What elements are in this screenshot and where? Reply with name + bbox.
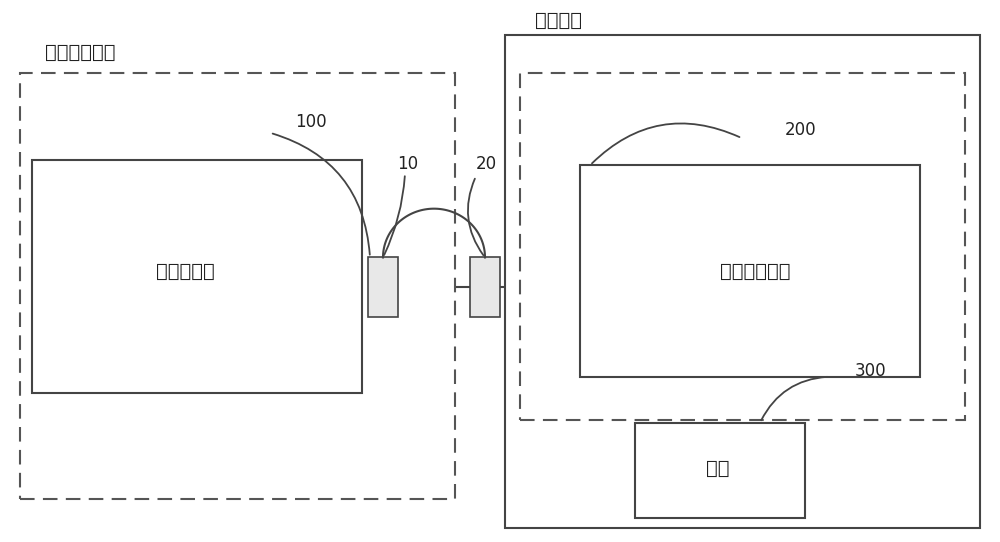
Text: 电子设备: 电子设备 — [535, 11, 582, 30]
FancyBboxPatch shape — [470, 257, 500, 317]
Text: 100: 100 — [295, 113, 327, 131]
Text: 电池充电装置: 电池充电装置 — [45, 43, 116, 62]
Text: 20: 20 — [476, 156, 497, 173]
Text: 电池: 电池 — [706, 459, 730, 479]
FancyBboxPatch shape — [580, 165, 920, 377]
FancyBboxPatch shape — [635, 423, 805, 518]
Text: 电源适配器: 电源适配器 — [156, 261, 214, 281]
Text: 300: 300 — [855, 362, 887, 380]
FancyBboxPatch shape — [505, 35, 980, 528]
FancyBboxPatch shape — [32, 160, 362, 393]
FancyBboxPatch shape — [20, 73, 455, 499]
FancyBboxPatch shape — [368, 257, 398, 317]
Text: 200: 200 — [785, 121, 817, 139]
FancyBboxPatch shape — [520, 73, 965, 420]
Text: 10: 10 — [397, 156, 418, 173]
Text: 充电控制模块: 充电控制模块 — [720, 261, 790, 281]
